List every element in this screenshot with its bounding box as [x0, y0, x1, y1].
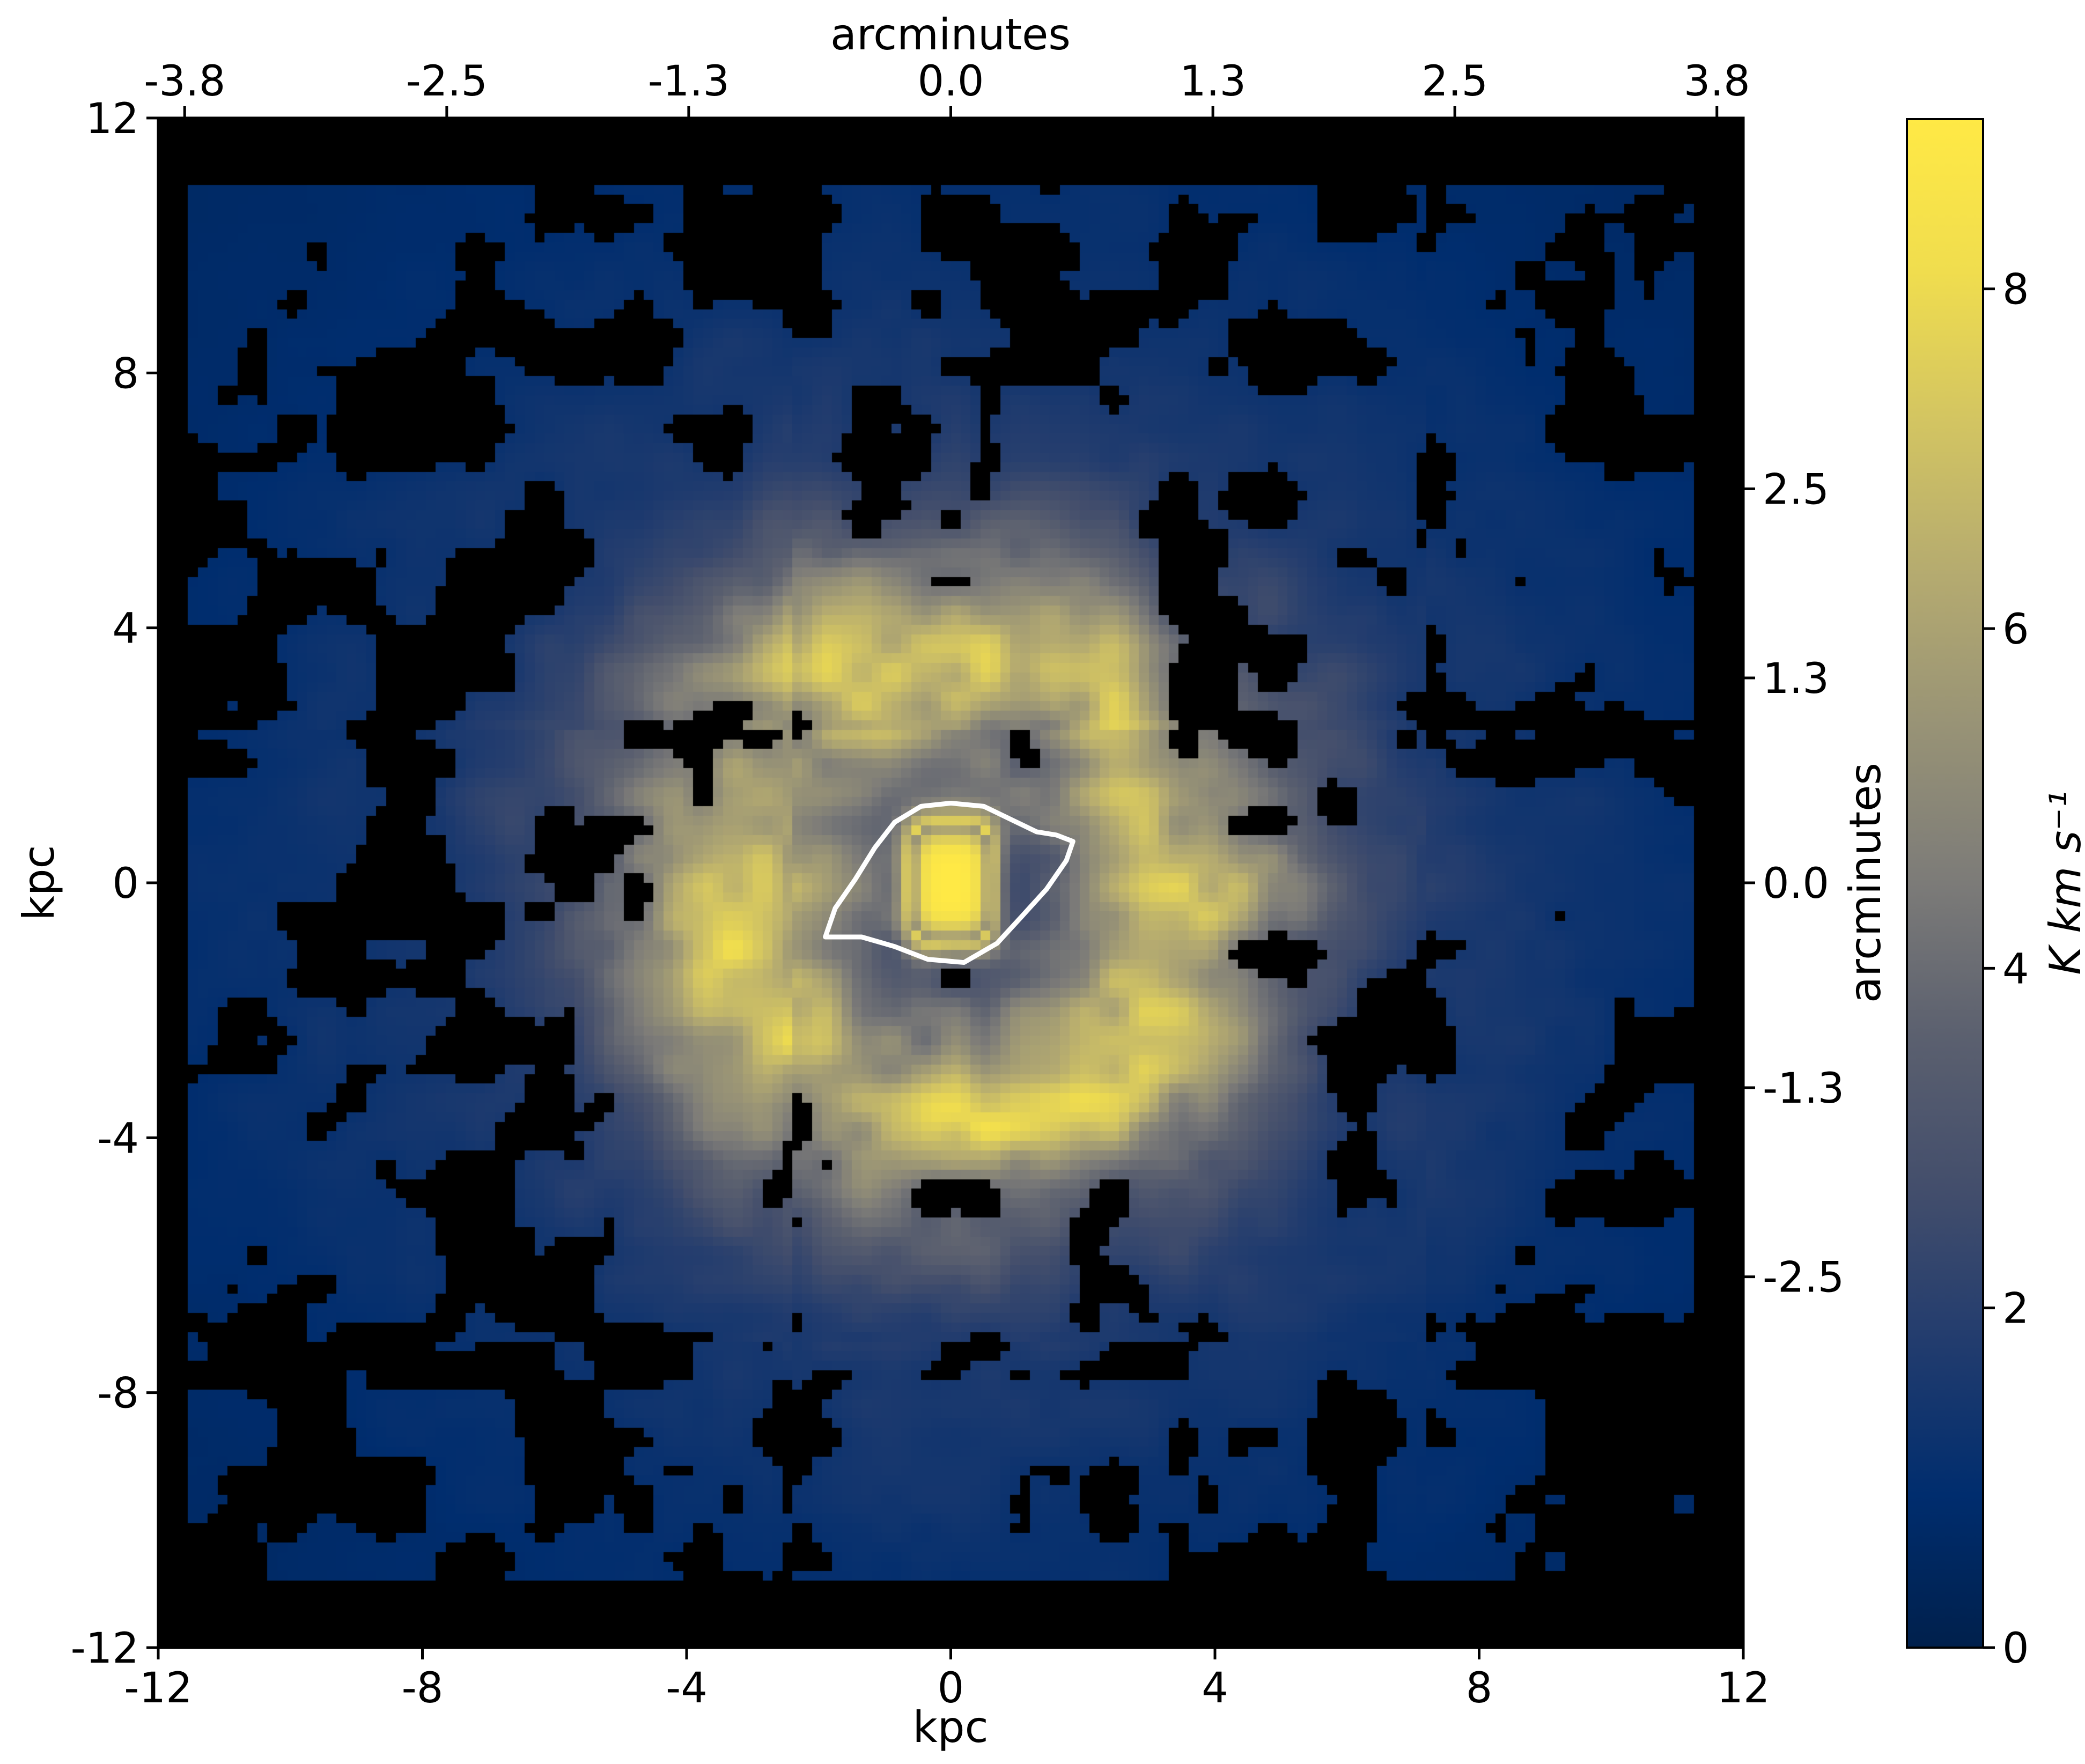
right-tick-label: -1.3: [1763, 1065, 1844, 1113]
colorbar-label: K km s⁻¹: [2040, 791, 2085, 975]
x-tick-label: -12: [124, 1664, 192, 1713]
top-tick-label: 1.3: [1180, 57, 1246, 106]
right-tick-label: 0.0: [1763, 860, 1829, 908]
colorbar-ticks: 0 2 4 6 8: [1983, 266, 2029, 1673]
bottom-axis: -12 -8 -4 0 4 8 12: [124, 1648, 1770, 1713]
left-axis: -12 -8 -4 0 4 8 12: [71, 95, 158, 1673]
x-axis-label-top: arcminutes: [830, 10, 1071, 60]
y-axis-label-left: kpc: [14, 845, 64, 920]
top-tick-label: 3.8: [1684, 57, 1750, 106]
y-tick-label: -4: [97, 1115, 139, 1163]
colorbar-gradient: [1906, 118, 1984, 1649]
top-tick-label: 0.0: [917, 57, 984, 106]
map-panel: [157, 116, 1745, 1649]
x-tick-label: -4: [666, 1664, 708, 1713]
right-tick-label: -2.5: [1763, 1254, 1844, 1302]
x-tick-label: -8: [402, 1664, 444, 1713]
top-tick-label: -1.3: [648, 57, 730, 106]
y-tick-label: 12: [86, 95, 139, 143]
y-tick-label: -12: [71, 1625, 139, 1673]
right-tick-label: 2.5: [1763, 466, 1829, 514]
y-tick-label: 0: [112, 860, 139, 908]
colorbar-tick-label: 6: [2002, 606, 2029, 654]
right-tick-label: 1.3: [1763, 655, 1829, 703]
x-tick-label: 8: [1466, 1664, 1493, 1713]
top-axis: -3.8 -2.5 -1.3 0.0 1.3 2.5 3.8: [144, 57, 1750, 118]
x-tick-label: 12: [1716, 1664, 1770, 1713]
colorbar-tick-label: 4: [2002, 945, 2029, 993]
top-tick-label: 2.5: [1421, 57, 1488, 106]
top-tick-label: -2.5: [406, 57, 488, 106]
y-axis-label-right: arcminutes: [1840, 763, 1890, 1003]
top-tick-label: -3.8: [144, 57, 225, 106]
colorbar-tick-label: 2: [2002, 1285, 2029, 1333]
x-tick-label: 4: [1202, 1664, 1228, 1713]
x-axis-label-bottom: kpc: [912, 1702, 988, 1752]
y-tick-label: 4: [112, 605, 139, 653]
intensity-map-image: [158, 118, 1743, 1648]
colorbar-tick-label: 0: [2002, 1625, 2029, 1673]
y-tick-label: -8: [97, 1370, 139, 1418]
colorbar: 0 2 4 6 8 K km s⁻¹: [1906, 118, 2085, 1673]
right-axis: 2.5 1.3 0.0 -1.3 -2.5: [1743, 466, 1844, 1302]
x-tick-label: 0: [938, 1664, 964, 1713]
y-tick-label: 8: [112, 350, 139, 398]
colorbar-tick-label: 8: [2002, 266, 2029, 314]
nucleus-contour: [823, 801, 1075, 965]
